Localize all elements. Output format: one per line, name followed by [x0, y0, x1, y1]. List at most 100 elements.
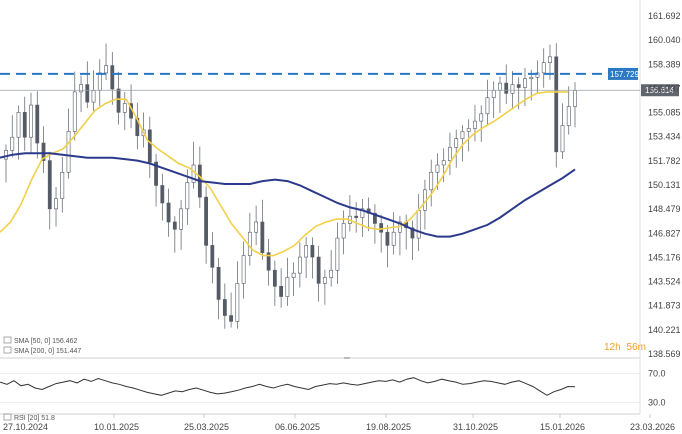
candle-body [241, 255, 246, 284]
y-tick-label: 141.873 [648, 301, 681, 311]
candle-body [491, 90, 496, 99]
candle-body [554, 56, 559, 153]
candle-body [460, 131, 465, 139]
legend-rsi-label: RSI [20] 51.8 [14, 415, 55, 422]
candle-body [416, 209, 421, 239]
y-tick-label: 158.389 [648, 59, 681, 69]
resistance-badge [608, 67, 638, 80]
candle-body [435, 164, 440, 173]
price-lines-layer: 157.729 156.614 [0, 67, 679, 97]
candle-body [154, 161, 158, 186]
candle-body [510, 84, 515, 94]
candle-body [60, 171, 65, 199]
candles-layer [4, 43, 577, 329]
x-tick-label: 10.01.2025 [94, 422, 139, 432]
y-tick-label: 153.434 [648, 132, 681, 142]
candle-body [516, 84, 521, 88]
candle-body [222, 299, 227, 316]
legend: SMA [50, 0] 156.462 SMA [200, 0] 151.447… [3, 336, 81, 422]
y-tick-label: 160.040 [648, 35, 681, 45]
candle-body [272, 269, 277, 287]
candle-body [485, 97, 490, 115]
candle-body [110, 65, 115, 90]
y-tick-label: 156.737 [648, 83, 681, 93]
candle-body [104, 65, 108, 74]
y-tick-label: 148.479 [648, 204, 681, 214]
candle-body [85, 84, 90, 103]
y-tick-label: 145.176 [648, 252, 681, 262]
y-axis-layer: 161.692 160.040 158.389 156.737 155.085 153.4… [648, 11, 681, 408]
legend-sma50-icon[interactable] [3, 336, 12, 344]
candle-body [35, 104, 40, 144]
candle-body [266, 252, 271, 271]
candle-body [22, 112, 27, 138]
current-price-label: 156.614 [645, 86, 674, 95]
candle-body [304, 245, 309, 258]
candle-body [16, 112, 21, 138]
candle-body [160, 185, 165, 204]
candle-body [473, 120, 477, 129]
candle-body [479, 113, 484, 122]
candle-body [204, 196, 208, 246]
candle-body [498, 82, 502, 91]
legend-sma50-label: SMA [50, 0] 156.462 [14, 338, 78, 345]
candle-body [41, 142, 46, 161]
resistance-badge-label: 157.729 [610, 70, 639, 79]
candle-body [360, 208, 365, 218]
candle-body [229, 315, 233, 322]
candle-body [235, 283, 240, 322]
candle-body [97, 72, 102, 91]
candle-body [285, 277, 290, 297]
candle-body [354, 215, 359, 218]
candle-body [391, 231, 396, 246]
candle-body [166, 202, 171, 223]
candle-body [172, 221, 177, 230]
candle-body [560, 125, 565, 153]
candle-body [373, 212, 377, 224]
candle-body [72, 91, 77, 132]
candle-body [216, 267, 221, 300]
candle-body [210, 245, 215, 268]
candle-body [4, 150, 8, 160]
candle-body [322, 277, 327, 284]
x-tick-label: 15.01.2026 [540, 422, 585, 432]
candle-timer: 12h 56m [604, 342, 646, 353]
candle-body [260, 221, 265, 253]
candle-body [504, 82, 509, 94]
candle-body [529, 76, 534, 80]
candle-body [410, 227, 415, 239]
sma200-line [0, 152, 576, 238]
candle-body [329, 269, 334, 278]
candle-body [310, 245, 315, 258]
candle-body [179, 208, 183, 230]
x-tick-label: 31.10.2025 [453, 422, 498, 432]
legend-sma200-icon[interactable] [3, 346, 12, 354]
candle-body [341, 223, 346, 239]
candle-body [147, 129, 152, 163]
y-tick-label: 146.827 [648, 228, 681, 238]
candle-body [91, 90, 96, 103]
sma-layer [0, 91, 576, 257]
pane-resize-handle[interactable] [344, 357, 350, 359]
timer-minutes: 56m [626, 342, 645, 353]
x-tick-label: 27.10.2024 [3, 422, 48, 432]
legend-sma200-label: SMA [200, 0] 151.447 [14, 348, 81, 355]
legend-rsi-icon[interactable] [3, 413, 12, 421]
candle-body [79, 84, 83, 93]
candle-body [535, 72, 540, 78]
candle-body [29, 104, 33, 138]
candle-body [573, 90, 577, 107]
candle-body [185, 182, 190, 210]
rsi-y-tick-label: 30.0 [648, 398, 666, 408]
current-price-badge [641, 84, 679, 97]
candle-body [66, 131, 71, 173]
candle-body [379, 223, 384, 233]
candle-body [54, 198, 58, 210]
candle-body [523, 78, 527, 88]
candle-body [47, 160, 52, 210]
candle-body [566, 106, 571, 126]
sma50-line [0, 91, 568, 257]
x-tick-label: 25.03.2025 [184, 422, 229, 432]
